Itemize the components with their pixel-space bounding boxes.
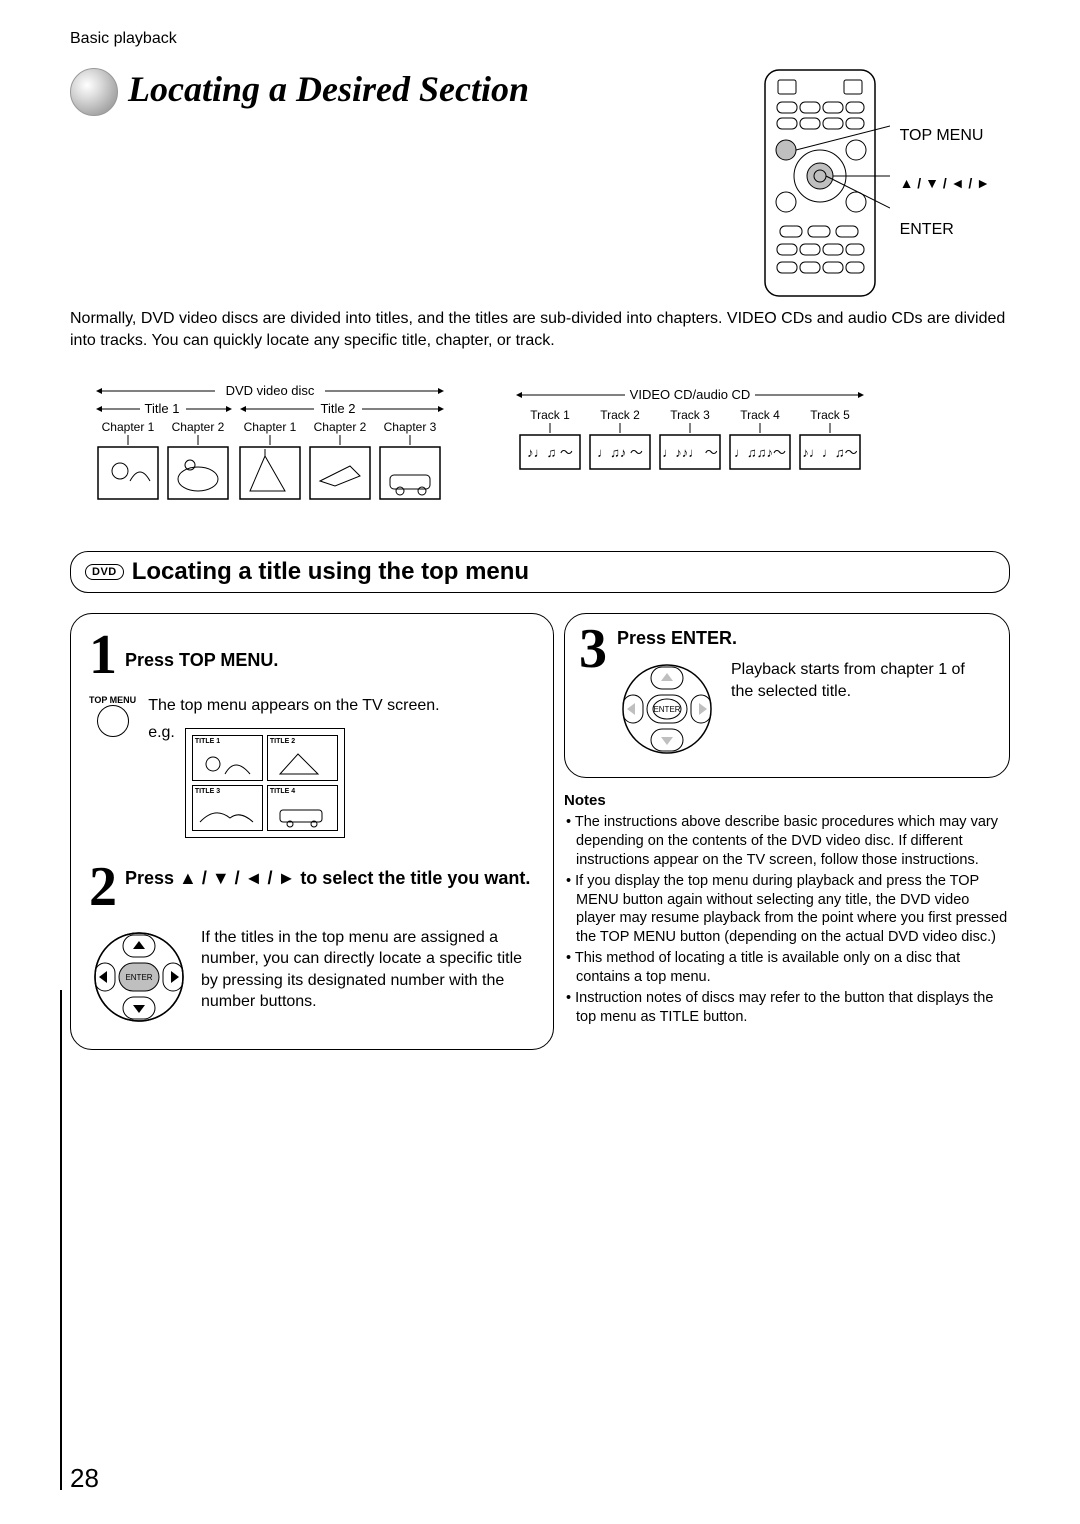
dvd-badge: DVD [85, 564, 124, 580]
svg-text:Chapter 1: Chapter 1 [244, 420, 297, 434]
remote-label-col: TOP MENU ▲ / ▼ / ◄ / ► ENTER [900, 127, 990, 239]
step1-title: Press TOP MENU. [125, 650, 278, 680]
svg-text:Chapter 2: Chapter 2 [172, 420, 225, 434]
svg-text:♪♩♩♫～: ♪♩♩♫～ [802, 445, 857, 460]
svg-text:♪♩♫ ～: ♪♩♫ ～ [527, 445, 573, 460]
notes-list: The instructions above describe basic pr… [564, 813, 1010, 1026]
topmenu-button-label: TOP MENU [89, 695, 136, 705]
grid-cell-2: TITLE 2 [267, 735, 338, 781]
remote-label-topmenu: TOP MENU [900, 127, 990, 145]
remote-diagram [760, 68, 890, 298]
right-column: 3 Press ENTER. ENTER [564, 613, 1010, 1049]
grid-cell-3: TITLE 3 [192, 785, 263, 831]
note-item: If you display the top menu during playb… [576, 872, 1010, 947]
step-3: 3 Press ENTER. ENTER [564, 613, 1010, 778]
note-item: Instruction notes of discs may refer to … [576, 989, 1010, 1027]
step2-number: 2 [89, 862, 117, 912]
svg-text:VIDEO CD/audio CD: VIDEO CD/audio CD [630, 387, 751, 402]
remote-label-dpad: ▲ / ▼ / ◄ / ► [900, 175, 990, 191]
svg-text:Chapter 2: Chapter 2 [314, 420, 367, 434]
topmenu-button-icon: TOP MENU [89, 695, 136, 737]
svg-text:Track 4: Track 4 [740, 408, 780, 422]
note-item: The instructions above describe basic pr… [576, 813, 1010, 870]
page-rule [60, 990, 62, 1490]
section-heading-text: Locating a title using the top menu [132, 558, 529, 586]
remote-area: TOP MENU ▲ / ▼ / ◄ / ► ENTER [760, 68, 990, 298]
step2-title: Press ▲ / ▼ / ◄ / ► to select the title … [125, 868, 530, 912]
main-title: Locating a Desired Section [128, 68, 529, 110]
step1-eg: e.g. [148, 722, 175, 744]
dpad-enter-icon: ENTER [617, 659, 717, 759]
step1-number: 1 [89, 630, 117, 680]
svg-text:Track 3: Track 3 [670, 408, 710, 422]
svg-text:♩♪♪♩ ～: ♩♪♪♩ ～ [662, 445, 718, 460]
step3-number: 3 [579, 624, 607, 759]
dpad-icon: ENTER [89, 927, 189, 1027]
sphere-bullet [70, 68, 118, 116]
intro-paragraph: Normally, DVD video discs are divided in… [70, 308, 1010, 351]
steps-columns: 1 Press TOP MENU. TOP MENU The top menu … [70, 613, 1010, 1049]
step1-body: The top menu appears on the TV screen. [148, 695, 439, 717]
svg-text:Title 1: Title 1 [145, 401, 180, 416]
step3-title: Press ENTER. [617, 628, 991, 649]
grid-cell-4: TITLE 4 [267, 785, 338, 831]
step3-body: Playback starts from chapter 1 of the se… [731, 659, 991, 702]
svg-text:Title 2: Title 2 [321, 401, 356, 416]
structure-diagrams: DVD video disc Title 1 Title 2 Chapter 1… [70, 381, 1010, 511]
top-section: Locating a Desired Section [70, 68, 1010, 298]
svg-text:Chapter 1: Chapter 1 [102, 420, 155, 434]
title-row: Locating a Desired Section [70, 68, 529, 116]
svg-text:Chapter 3: Chapter 3 [384, 420, 437, 434]
grid-cell-1: TITLE 1 [192, 735, 263, 781]
svg-text:Track 5: Track 5 [810, 408, 850, 422]
svg-text:Track 2: Track 2 [600, 408, 640, 422]
section-heading: DVD Locating a title using the top menu [70, 551, 1010, 593]
svg-text:Track 1: Track 1 [530, 408, 570, 422]
remote-label-enter: ENTER [900, 221, 990, 239]
note-item: This method of locating a title is avail… [576, 949, 1010, 987]
cd-structure-diagram: VIDEO CD/audio CD Track 1 Track 2 Track … [510, 381, 870, 491]
page-number: 28 [70, 1463, 99, 1494]
svg-text:♩♫♪ ～: ♩♫♪ ～ [597, 445, 643, 460]
step-2: 2 Press ▲ / ▼ / ◄ / ► to select the titl… [89, 862, 535, 1026]
left-column: 1 Press TOP MENU. TOP MENU The top menu … [70, 613, 554, 1049]
header-label: Basic playback [70, 30, 1010, 48]
titles-grid: TITLE 1 TITLE 2 TITLE 3 TITLE 4 [185, 728, 345, 838]
svg-text:ENTER: ENTER [653, 705, 680, 714]
svg-text:ENTER: ENTER [125, 973, 152, 982]
svg-text:♩♫♫♪～: ♩♫♫♪～ [734, 445, 786, 460]
dvd-structure-diagram: DVD video disc Title 1 Title 2 Chapter 1… [90, 381, 450, 511]
dvd-top-label: DVD video disc [226, 383, 315, 398]
step-1: 1 Press TOP MENU. TOP MENU The top menu … [89, 630, 535, 838]
step2-body: If the titles in the top menu are assign… [201, 927, 535, 1013]
notes-heading: Notes [564, 792, 1010, 809]
